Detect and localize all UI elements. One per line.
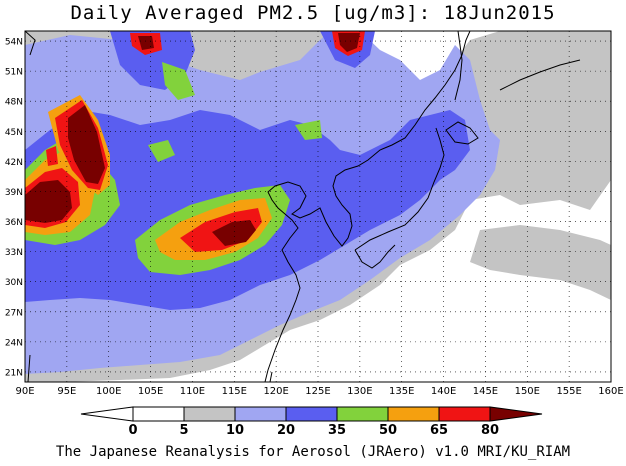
legend-swatch (336, 406, 389, 422)
colorbar-legend (80, 406, 543, 422)
legend-level-label: 10 (226, 423, 244, 438)
y-tick-label: 30N (5, 278, 23, 288)
x-tick-label: 110E (180, 386, 205, 397)
x-tick-label: 100E (96, 386, 121, 397)
y-tick-label: 21N (5, 368, 23, 378)
x-tick-label: 140E (431, 386, 456, 397)
legend-swatch (132, 406, 185, 422)
y-axis-labels: 54N 51N 48N 45N 42N 39N 36N 33N 30N 27N 24N 21N (5, 38, 23, 379)
legend-swatch (387, 406, 440, 422)
y-tick-label: 24N (5, 338, 23, 348)
y-tick-label: 36N (5, 218, 23, 228)
legend-level-label: 50 (379, 423, 397, 438)
plot-frame (24, 30, 612, 383)
legend-arrow-low (80, 406, 134, 422)
legend-swatch (285, 406, 338, 422)
x-tick-label: 105E (138, 386, 163, 397)
legend-level-label: 20 (277, 423, 295, 438)
coastlines (25, 31, 581, 382)
x-tick-label: 155E (556, 386, 581, 397)
legend-arrow-high (489, 406, 543, 422)
legend-swatch (438, 406, 491, 422)
y-tick-label: 42N (5, 158, 23, 168)
x-tick-label: 120E (263, 386, 288, 397)
legend-level-label: 80 (481, 423, 499, 438)
legend-swatch (183, 406, 236, 422)
x-tick-label: 160E (598, 386, 623, 397)
x-tick-label: 145E (473, 386, 498, 397)
x-tick-label: 125E (305, 386, 330, 397)
map-title: Daily Averaged PM2.5 [ug/m3]: 18Jun2015 (70, 2, 556, 24)
y-tick-label: 54N (5, 38, 23, 48)
x-tick-label: 130E (347, 386, 372, 397)
y-tick-label: 51N (5, 68, 23, 78)
y-tick-label: 45N (5, 128, 23, 138)
x-axis-labels: 90E 95E 100E 105E 110E 115E 120E 125E 130E 135E 14… (15, 386, 623, 397)
legend-level-label: 35 (328, 423, 346, 438)
pm-band-80-plus (25, 33, 360, 246)
legend-level-label: 65 (430, 423, 448, 438)
graticule (25, 31, 611, 382)
credit-text: The Japanese Reanalysis for Aerosol (JRA… (55, 444, 571, 460)
x-tick-label: 150E (515, 386, 540, 397)
legend-level-label: 0 (128, 423, 137, 438)
legend-swatch (234, 406, 287, 422)
y-tick-label: 27N (5, 308, 23, 318)
x-tick-label: 135E (389, 386, 414, 397)
x-tick-label: 95E (57, 386, 76, 397)
y-tick-label: 39N (5, 188, 23, 198)
y-tick-label: 33N (5, 248, 23, 258)
legend-level-label: 5 (179, 423, 188, 438)
y-tick-label: 48N (5, 98, 23, 108)
colorbar-labels: 0 5 10 20 35 50 65 80 (128, 423, 499, 438)
x-tick-label: 90E (15, 386, 34, 397)
x-tick-label: 115E (222, 386, 247, 397)
